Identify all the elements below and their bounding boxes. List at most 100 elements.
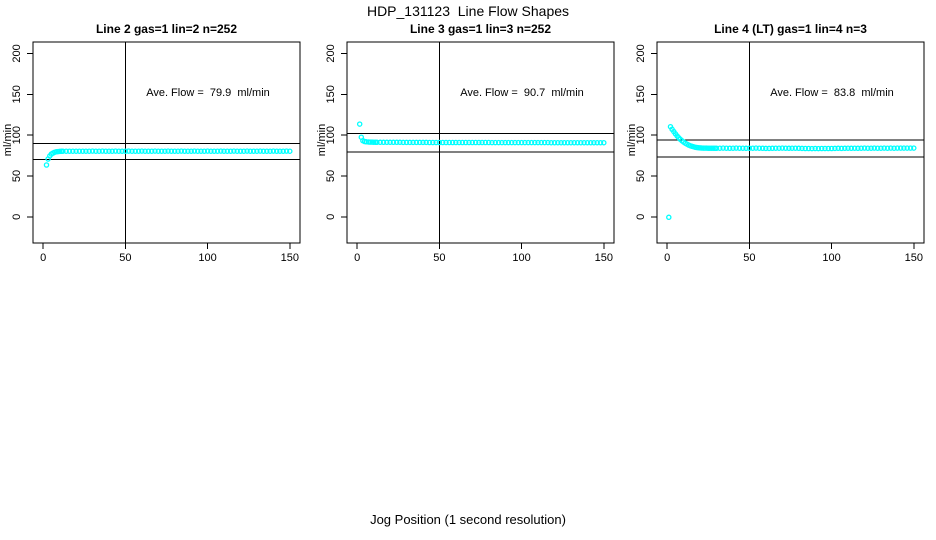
data-point [93,148,99,154]
data-point [462,139,469,146]
data-point [264,148,270,154]
data-point [171,148,178,154]
data-point [231,148,237,154]
data-point [558,139,564,146]
data-point [277,148,283,154]
data-point [901,145,907,151]
data-point [782,145,789,151]
plot-box [656,41,925,244]
data-point [413,139,420,146]
data-point [89,148,96,154]
y-tick-label: 200 [325,44,337,62]
data-point [270,148,277,154]
data-point [594,139,600,146]
data-point [426,139,433,146]
data-point [518,139,525,146]
data-point [194,148,201,154]
data-point [564,139,571,146]
panel-1-plot-area: 0 50 100 150 200 0 50 100 150 [11,41,301,264]
x-tick-label: 150 [905,252,923,264]
data-point [835,145,841,152]
data-point [528,139,535,146]
data-point [479,139,485,146]
data-point [740,145,746,151]
data-point [129,148,135,154]
data-point [812,145,818,152]
data-point [815,145,822,152]
plot-box [346,41,615,244]
y-tick-label: 100 [325,126,337,144]
y-tick-label: 50 [325,170,337,182]
x-tick-label: 150 [595,252,613,264]
data-point [881,145,887,151]
data-point [423,139,429,146]
data-point [720,145,726,151]
data-point [403,139,410,146]
data-point [204,148,211,154]
data-point [495,139,502,146]
data-point [208,148,214,154]
data-point [102,148,109,154]
data-point [430,139,436,146]
data-point [254,148,260,154]
data-point [472,139,479,146]
data-point [132,148,139,154]
data-point [393,139,400,146]
data-point [400,139,406,146]
data-point [525,139,531,146]
x-tick-label: 100 [198,252,216,264]
data-point [578,139,584,146]
data-point [749,145,756,151]
data-point [492,139,499,146]
data-point [237,148,244,154]
data-points [356,121,607,146]
y-tick-label: 0 [11,214,23,220]
data-point [244,148,250,154]
data-point [894,145,901,151]
data-point [789,145,795,151]
data-point [287,148,293,154]
data-point [247,148,254,154]
data-point [148,148,155,154]
data-point [211,148,217,154]
data-point [214,148,221,154]
data-point [555,139,561,146]
data-point [891,145,897,151]
data-point [218,148,224,154]
data-point [482,139,489,146]
data-point [858,145,864,151]
data-point [551,139,558,146]
data-point [743,145,749,152]
data-point [459,139,466,146]
data-point [512,139,518,146]
data-point [76,148,83,154]
data-point [666,214,672,221]
y-tick-label: 50 [11,170,23,182]
data-point [515,139,522,146]
data-point [446,139,453,146]
data-point [201,148,208,154]
data-point [162,148,168,154]
data-point [73,148,79,154]
data-point [723,145,730,151]
data-point [449,139,456,146]
data-point [234,148,240,154]
data-point [165,148,171,154]
data-point [356,121,363,127]
data-point [221,148,227,154]
data-point [897,145,904,151]
data-point [888,145,894,151]
data-point [502,139,508,146]
y-tick-label: 150 [11,85,23,103]
data-point [568,139,574,146]
data-point [730,145,736,151]
figure-title: HDP_131123 Line Flow Shapes [366,3,570,19]
data-point [779,145,786,151]
data-point [838,145,845,152]
data-point [591,139,597,146]
data-point [241,148,247,154]
data-point [753,145,759,151]
data-point [861,145,868,151]
data-point [60,148,66,154]
data-point [809,145,815,152]
